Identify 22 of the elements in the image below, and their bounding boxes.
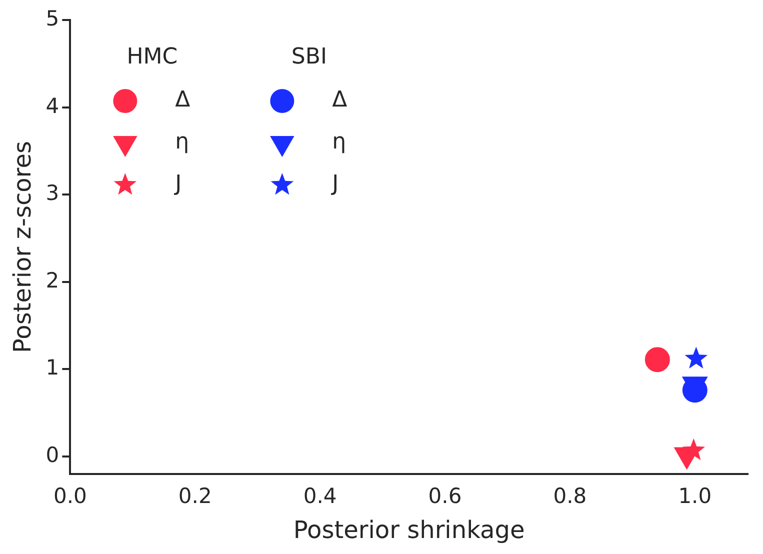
y-tick-label: 5: [46, 6, 60, 30]
legend-label: Δ: [332, 88, 348, 113]
y-tick-label: 3: [46, 181, 60, 206]
x-tick-label: 1.0: [678, 484, 712, 508]
legend-label: η: [175, 130, 190, 155]
y-axis-title: Posterior z-scores: [8, 141, 37, 353]
x-tick-label: 0.6: [428, 484, 462, 508]
x-tick-label: 0.8: [553, 484, 587, 508]
legend-label: η: [332, 130, 346, 155]
y-tick-label: 2: [46, 268, 60, 292]
x-axis-title: Posterior shrinkage: [293, 516, 525, 544]
legend-label: J: [330, 172, 339, 197]
x-tick-label: 0.2: [178, 484, 212, 508]
x-tick-label: 0.4: [303, 484, 337, 508]
x-tick-label: 0.0: [53, 484, 87, 508]
y-tick-label: 0: [46, 442, 60, 467]
y-tick-label: 4: [46, 94, 60, 118]
annotation: SBI: [291, 44, 327, 70]
y-tick-label: 1: [46, 356, 60, 380]
annotation: HMC: [126, 44, 178, 70]
legend-label: J: [173, 172, 182, 197]
legend-label: Δ: [175, 88, 190, 113]
